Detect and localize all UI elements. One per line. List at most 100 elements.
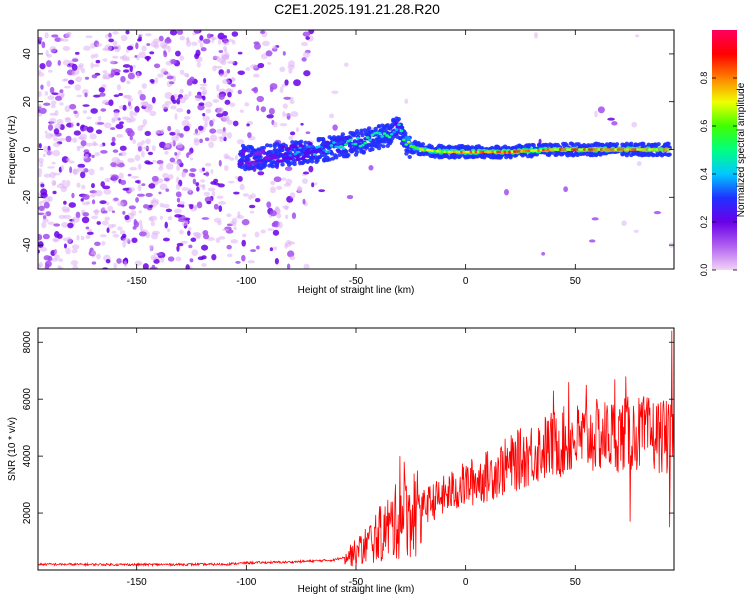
spectrogram-cell <box>653 210 662 215</box>
spectrogram-cell <box>188 226 192 231</box>
spectrogram-cell <box>347 144 353 148</box>
spectrogram-cell <box>44 130 48 134</box>
spectrogram-cell <box>131 237 138 244</box>
spectrogram-cell <box>217 107 224 114</box>
x-tick-label: -100 <box>236 276 256 287</box>
colorbar-tick: 0.2 <box>699 216 737 228</box>
spectrogram-cell <box>112 31 119 35</box>
spectrogram-cell <box>201 244 209 251</box>
spectrogram-cell <box>186 40 192 47</box>
spectrogram-cell <box>45 149 54 156</box>
spectrogram-cell <box>116 258 122 264</box>
spectrogram-cell <box>38 212 45 216</box>
spectrogram-cell <box>223 37 227 44</box>
spectrogram-cell <box>340 132 346 137</box>
spectrogram-cell <box>63 200 67 205</box>
spectrogram-cell <box>138 231 147 237</box>
spectrogram-cell <box>166 228 171 233</box>
spectrogram-cell <box>115 123 124 130</box>
spectrogram-cell <box>629 141 634 146</box>
spectrogram-cell <box>101 206 106 212</box>
spectrogram-cell <box>257 62 265 69</box>
spectrogram-cell <box>216 84 220 92</box>
spectrogram-cell <box>49 117 57 125</box>
spectrogram-cell <box>204 196 213 203</box>
spectrogram-cell <box>158 191 162 195</box>
spectrogram-cell <box>406 136 412 141</box>
spectrogram-cell <box>145 192 153 198</box>
spectrogram-cell <box>302 171 310 175</box>
spectrogram-cell <box>368 138 372 142</box>
spectrogram-cell <box>276 185 283 190</box>
spectrogram-cell <box>62 237 70 242</box>
spectrogram-cell <box>212 98 220 103</box>
spectrogram-cell <box>56 233 63 239</box>
spectrogram-cell <box>43 102 51 106</box>
spectrogram-cell <box>84 92 88 98</box>
spectrogram-cell <box>288 154 293 157</box>
spectrogram-cell <box>197 184 206 188</box>
spectrogram-cell <box>607 117 615 121</box>
spectrogram-cell <box>135 197 139 203</box>
spectrogram-cell <box>102 70 108 74</box>
spectrogram-cell <box>191 41 198 46</box>
spectrogram-cell <box>169 131 176 136</box>
spectrogram-cell <box>287 241 296 245</box>
spectrogram-cell <box>329 144 334 147</box>
spectrogram-cell <box>279 123 288 127</box>
spectrogram-cell <box>91 215 98 220</box>
spectrogram-cell <box>63 214 72 220</box>
spectrogram-cell <box>278 159 284 163</box>
spectrogram-cell <box>46 54 53 58</box>
spectrogram-cell <box>286 263 291 269</box>
spectrogram-cell <box>206 200 212 205</box>
spectrogram-cell <box>81 184 86 190</box>
spectrogram-cell <box>280 148 285 153</box>
spectrogram-cell <box>118 105 124 110</box>
spectrogram-cell <box>292 144 298 149</box>
spectrogram-cell <box>221 111 229 117</box>
spectrogram-cell <box>85 226 90 230</box>
spectrogram-cell <box>346 153 351 158</box>
spectrogram-y-label: Frequency (Hz) <box>7 116 18 185</box>
spectrogram-cell <box>89 133 97 140</box>
spectrogram-cell <box>397 123 401 126</box>
spectrogram-cell <box>131 175 139 179</box>
spectrogram-cell <box>209 128 217 134</box>
spectrogram-cell <box>272 144 278 149</box>
spectrogram-cell <box>60 92 65 99</box>
spectrogram-cell <box>241 254 246 262</box>
spectrogram-cell <box>246 163 252 167</box>
spectrogram-cell <box>306 158 312 163</box>
y-tick: 40 <box>22 48 674 59</box>
spectrogram-cell <box>76 234 80 241</box>
spectrogram-cell <box>125 30 130 35</box>
spectrogram-cell <box>136 72 140 79</box>
spectrogram-cell <box>389 124 395 129</box>
spectrogram-cell <box>282 51 286 56</box>
spectrogram-cell <box>152 159 157 163</box>
spectrogram-cell <box>190 237 197 242</box>
spectrogram-cell <box>242 233 247 238</box>
spectrogram-cell <box>332 141 336 144</box>
spectrogram-cell <box>199 138 203 144</box>
spectrogram-cell <box>162 172 169 179</box>
spectrogram-cell <box>174 129 181 137</box>
spectrogram-cell <box>119 121 124 125</box>
spectrogram-cell <box>60 186 67 193</box>
spectrogram-cell <box>59 89 64 93</box>
spectrogram-cell <box>96 221 101 225</box>
spectrogram-cell <box>82 201 90 206</box>
spectrogram-cell <box>151 232 159 240</box>
spectrogram-cell <box>241 219 250 226</box>
spectrogram-cell <box>172 75 177 82</box>
spectrogram-cell <box>39 62 46 70</box>
spectrogram-cell <box>133 111 138 117</box>
spectrogram-cell <box>67 222 74 229</box>
spectrogram-cell <box>195 49 201 57</box>
spectrogram-cell <box>108 38 114 43</box>
spectrogram-cell <box>237 70 245 76</box>
spectrogram-cell <box>53 128 60 135</box>
spectrogram-cell <box>43 173 52 178</box>
spectrogram-cell <box>102 58 108 62</box>
